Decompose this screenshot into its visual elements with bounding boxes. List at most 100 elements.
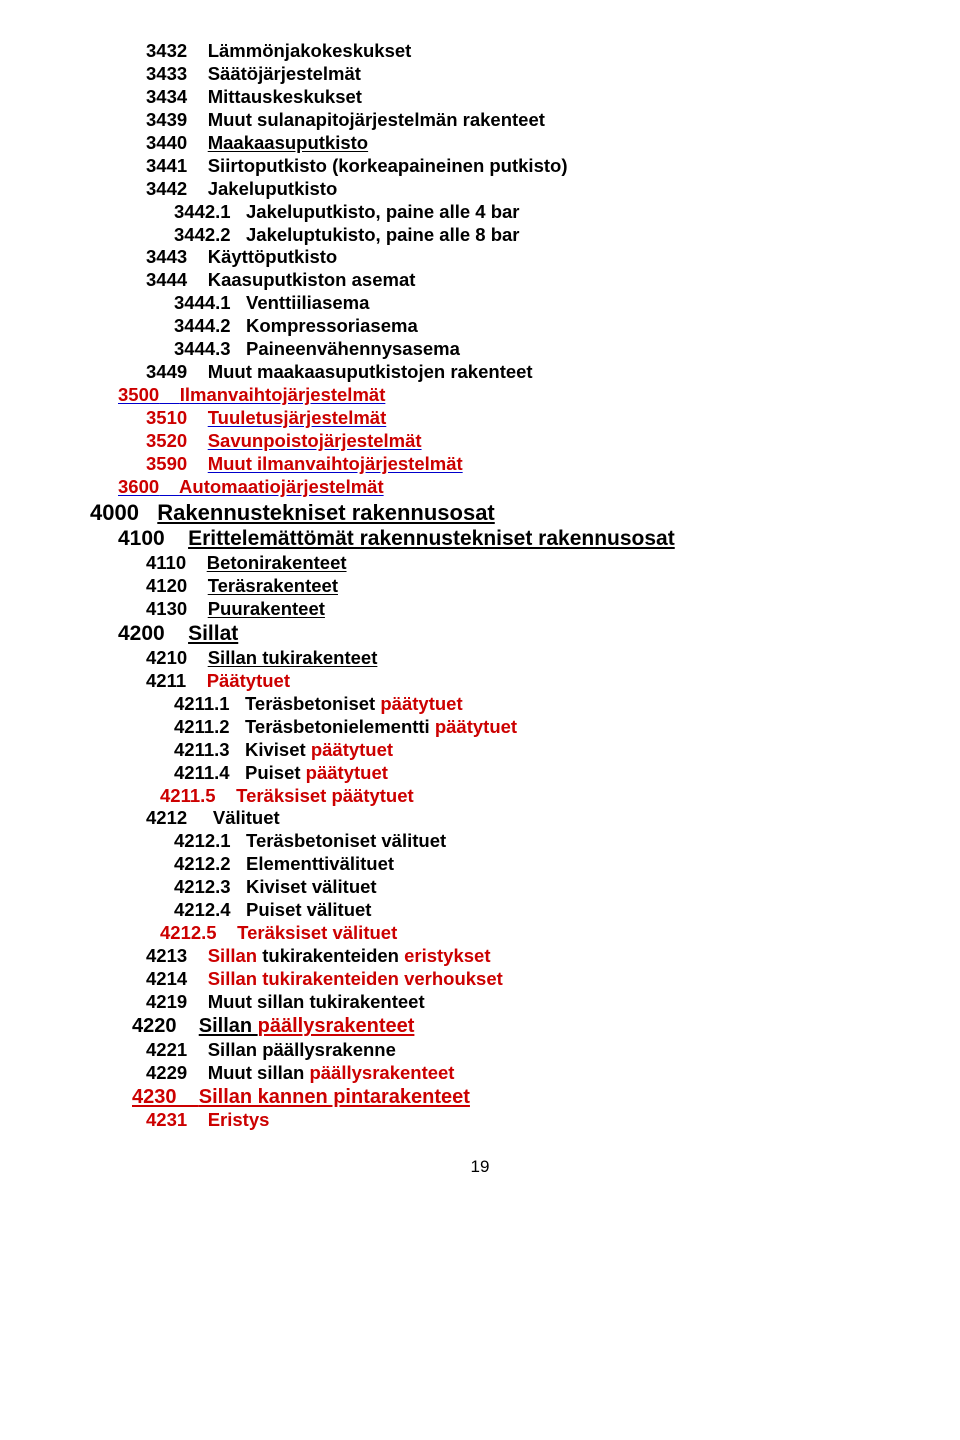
- text-run: 4120: [146, 575, 187, 596]
- outline-line: 3434 Mittauskeskukset: [90, 86, 870, 109]
- text-run: 3432: [146, 40, 187, 61]
- text-run: 3449: [146, 361, 187, 382]
- text-run: [187, 945, 208, 966]
- text-run: 4100: [118, 527, 165, 550]
- outline-line: 4200 Sillat: [90, 621, 870, 647]
- text-run: 3444.2: [174, 315, 231, 336]
- text-run: 3590: [146, 453, 187, 474]
- text-run: Teräsrakenteet: [208, 575, 338, 596]
- text-run: Sillan: [199, 1015, 258, 1037]
- text-run: [216, 785, 237, 806]
- text-run: Sillan päällysrakenne: [208, 1039, 396, 1060]
- outline-line: 3520 Savunpoistojärjestelmät: [90, 430, 870, 453]
- text-run: Teräsbetoniset: [245, 693, 380, 714]
- text-run: 3442: [146, 178, 187, 199]
- text-run: 3510: [146, 407, 187, 428]
- outline-line: 3442.1 Jakeluputkisto, paine alle 4 bar: [90, 201, 870, 224]
- text-run: [187, 1062, 208, 1083]
- text-run: Elementtivälituet: [246, 853, 394, 874]
- text-run: Eristys: [208, 1109, 270, 1130]
- text-run: 4211: [146, 670, 186, 691]
- text-run: 4230: [132, 1086, 177, 1108]
- text-run: [231, 853, 246, 874]
- text-run: [187, 361, 208, 382]
- text-run: 3442.2: [174, 224, 231, 245]
- text-run: Sillan: [208, 945, 257, 966]
- text-run: Välituet: [213, 807, 280, 828]
- outline-line: 3432 Lämmönjakokeskukset: [90, 40, 870, 63]
- text-run: Puiset: [245, 762, 306, 783]
- outline-line: 3510 Tuuletusjärjestelmät: [90, 407, 870, 430]
- text-run: [177, 1086, 199, 1108]
- text-run: [159, 384, 180, 405]
- document-content: 3432 Lämmönjakokeskukset3433 Säätöjärjes…: [90, 40, 870, 1132]
- text-run: ukirakenteiden: [268, 945, 404, 966]
- text-run: Siirtoputkisto (korkeapaineinen putkisto…: [208, 155, 568, 176]
- text-run: Sillan tukirakenteet: [208, 647, 378, 668]
- text-run: 3600: [118, 476, 159, 497]
- text-run: päällysrakenteet: [309, 1062, 454, 1083]
- text-run: Sillan tukirakenteiden verhoukset: [208, 968, 503, 989]
- text-run: [187, 63, 208, 84]
- text-run: Teräksiset päätytuet: [236, 785, 414, 806]
- text-run: Jakeluputkisto, paine alle 4 bar: [246, 201, 520, 222]
- text-run: Rakennustekniset rakennusosat: [157, 500, 494, 525]
- text-run: 4211.3: [174, 739, 230, 760]
- outline-line: 4211.4 Puiset päätytuet: [90, 762, 870, 785]
- text-run: [217, 922, 238, 943]
- text-run: 3433: [146, 63, 187, 84]
- text-run: 4212.1: [174, 830, 231, 851]
- text-run: [231, 830, 246, 851]
- text-run: [187, 968, 208, 989]
- text-run: Kiviset: [245, 739, 311, 760]
- outline-line: 4213 Sillan tukirakenteiden eristykset: [90, 945, 870, 968]
- text-run: [187, 132, 208, 153]
- outline-line: 4214 Sillan tukirakenteiden verhoukset: [90, 968, 870, 991]
- outline-line: 3440 Maakaasuputkisto: [90, 132, 870, 155]
- text-run: [187, 575, 208, 596]
- outline-line: 4212.2 Elementtivälituet: [90, 853, 870, 876]
- outline-line: 4211.2 Teräsbetonielementti päätytuet: [90, 716, 870, 739]
- text-run: [187, 40, 208, 61]
- text-run: [187, 453, 208, 474]
- outline-line: 4231 Eristys: [90, 1109, 870, 1132]
- text-run: 4212: [146, 807, 187, 828]
- text-run: Sillat: [188, 622, 238, 645]
- outline-line: 4211 Päätytuet: [90, 670, 870, 693]
- outline-line: 4000 Rakennustekniset rakennusosat: [90, 499, 870, 526]
- outline-line: 3444.1 Venttiiliasema: [90, 292, 870, 315]
- text-run: Puiset välituet: [246, 899, 371, 920]
- text-run: [186, 670, 207, 691]
- text-run: [187, 1039, 208, 1060]
- text-run: [187, 178, 208, 199]
- text-run: 4200: [118, 622, 165, 645]
- text-run: 3439: [146, 109, 187, 130]
- text-run: 4212.4: [174, 899, 231, 920]
- text-run: 4229: [146, 1062, 187, 1083]
- outline-line: 4221 Sillan päällysrakenne: [90, 1039, 870, 1062]
- text-run: päätytuet: [311, 739, 393, 760]
- text-run: Säätöjärjestelmät: [208, 63, 361, 84]
- text-run: 4211.1: [174, 693, 230, 714]
- text-run: [230, 762, 245, 783]
- outline-line: 4230 Sillan kannen pintarakenteet: [90, 1085, 870, 1110]
- text-run: 4219: [146, 991, 187, 1012]
- text-run: [187, 269, 208, 290]
- outline-line: 4130 Puurakenteet: [90, 598, 870, 621]
- outline-line: 4211.3 Kiviset päätytuet: [90, 739, 870, 762]
- text-run: 3441: [146, 155, 187, 176]
- text-run: 3520: [146, 430, 187, 451]
- text-run: [230, 693, 245, 714]
- text-run: Muut sillan: [208, 1062, 310, 1083]
- outline-line: 4210 Sillan tukirakenteet: [90, 647, 870, 670]
- text-run: Puurakenteet: [208, 598, 325, 619]
- text-run: [231, 201, 246, 222]
- text-run: 3444.1: [174, 292, 231, 313]
- text-run: 4221: [146, 1039, 187, 1060]
- text-run: [187, 109, 208, 130]
- text-run: 4212.3: [174, 876, 231, 897]
- text-run: 3440: [146, 132, 187, 153]
- text-run: 4220: [132, 1015, 177, 1037]
- text-run: [187, 991, 208, 1012]
- text-run: [177, 1015, 199, 1037]
